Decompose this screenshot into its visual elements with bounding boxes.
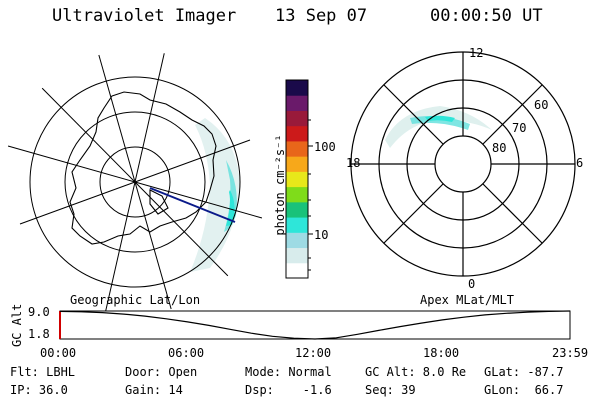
footer-dsp: Dsp: -1.6 bbox=[245, 383, 332, 397]
altitude-ylabel: GC Alt bbox=[10, 303, 24, 347]
colorbar-cell bbox=[286, 232, 308, 249]
xtick-1800: 18:00 bbox=[423, 346, 460, 360]
footer-ip: IP: 36.0 bbox=[10, 383, 68, 397]
footer-door: Door: Open bbox=[125, 365, 198, 379]
colorbar-title: photon cm⁻²s⁻¹ bbox=[273, 134, 287, 236]
aurora-emission-right bbox=[385, 106, 492, 148]
xtick-0600: 06:00 bbox=[168, 346, 205, 360]
ytick-1-8: 1.8 bbox=[28, 327, 50, 341]
mlt-label-18: 18 bbox=[346, 156, 361, 170]
satellite-track bbox=[149, 187, 236, 223]
footer-mode: Mode: Normal bbox=[245, 365, 332, 379]
apex-label: Apex MLat/MLT bbox=[420, 293, 514, 307]
footer-glat: GLat: -87.7 bbox=[484, 365, 564, 379]
colorbar-cell bbox=[286, 201, 308, 218]
footer-glon: GLon: 66.7 bbox=[484, 383, 564, 397]
colorbar-cell bbox=[286, 186, 308, 203]
geographic-map bbox=[3, 50, 267, 314]
footer-gain: Gain: 14 bbox=[125, 383, 183, 397]
lat-label-60: 60 bbox=[534, 98, 549, 112]
lat-label-70: 70 bbox=[512, 121, 527, 135]
colorbar-cell bbox=[286, 140, 308, 157]
colorbar-tick-100: 100 bbox=[314, 140, 336, 154]
altitude-plot bbox=[59, 310, 571, 340]
mlt-label-12: 12 bbox=[469, 46, 484, 60]
colorbar bbox=[285, 79, 313, 279]
antarctica-coastline bbox=[69, 91, 217, 245]
colorbar-cell bbox=[286, 217, 308, 233]
xtick-0000: 00:00 bbox=[40, 346, 77, 360]
colorbar-cell bbox=[286, 171, 308, 188]
colorbar-cell bbox=[286, 125, 308, 142]
date-label: 13 Sep 07 bbox=[275, 6, 368, 26]
colorbar-cell bbox=[286, 110, 308, 127]
colorbar-cell bbox=[286, 95, 308, 111]
xtick-1200: 12:00 bbox=[295, 346, 332, 360]
instrument-title: Ultraviolet Imager bbox=[52, 6, 237, 26]
altitude-series-line bbox=[59, 310, 571, 340]
xtick-2359: 23:59 bbox=[552, 346, 589, 360]
lat-label-80: 80 bbox=[492, 141, 507, 155]
mlt-label-6: 6 bbox=[576, 156, 584, 170]
south-america-tip bbox=[19, 59, 41, 85]
polar-mlt-plot bbox=[350, 51, 576, 277]
mlt-label-0: 0 bbox=[468, 277, 476, 291]
colorbar-tick-10: 10 bbox=[314, 228, 329, 242]
colorbar-cell bbox=[286, 80, 308, 96]
footer-gcalt: GC Alt: 8.0 Re bbox=[365, 365, 467, 379]
aurora-emission-left bbox=[190, 118, 240, 272]
time-label: 00:00:50 UT bbox=[430, 6, 543, 26]
colorbar-cell bbox=[286, 247, 308, 264]
colorbar-cell bbox=[286, 156, 308, 172]
ytick-9: 9.0 bbox=[28, 305, 50, 319]
footer-flt: Flt: LBHL bbox=[10, 365, 76, 379]
footer-seq: Seq: 39 bbox=[365, 383, 416, 397]
colorbar-cell bbox=[286, 262, 308, 279]
geographic-label: Geographic Lat/Lon bbox=[70, 293, 201, 307]
